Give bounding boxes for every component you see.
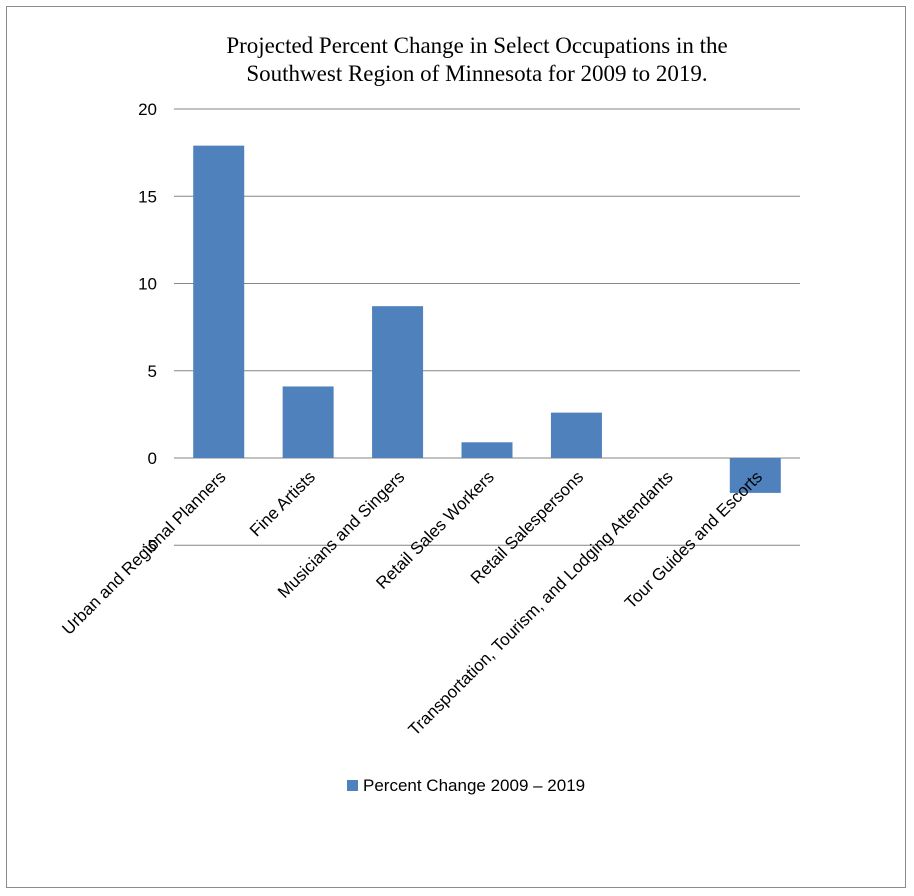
y-tick-label: 20 (138, 100, 157, 119)
bars (193, 145, 781, 493)
bar (372, 306, 424, 458)
legend-swatch (347, 780, 358, 791)
bar (193, 145, 245, 458)
x-category-label: Urban and Regional Planners (58, 467, 229, 638)
x-category-label: Fine Artists (246, 467, 319, 540)
y-tick-label: 15 (138, 187, 157, 206)
bar (282, 386, 334, 458)
y-tick-label: 5 (148, 362, 157, 381)
chart-title-line: Southwest Region of Minnesota for 2009 t… (246, 61, 707, 86)
gridlines (174, 108, 800, 546)
legend-label: Percent Change 2009 – 2019 (363, 776, 585, 795)
chart-frame: Projected Percent Change in Select Occup… (6, 6, 906, 888)
x-axis-labels: Urban and Regional Planners Fine ArtistsM… (58, 467, 766, 739)
legend: Percent Change 2009 – 2019 (347, 776, 585, 795)
bar (729, 458, 781, 493)
y-tick-label: 0 (148, 449, 157, 468)
chart-title-line: Projected Percent Change in Select Occup… (226, 33, 727, 58)
chart-svg: Projected Percent Change in Select Occup… (58, 33, 800, 795)
chart-title: Projected Percent Change in Select Occup… (226, 33, 727, 86)
bar (550, 412, 602, 458)
y-tick-label: -5 (142, 536, 157, 555)
y-tick-label: 10 (138, 275, 157, 294)
bar (461, 442, 513, 458)
y-axis-ticks: -5 0 5 10 15 20 (138, 100, 157, 555)
